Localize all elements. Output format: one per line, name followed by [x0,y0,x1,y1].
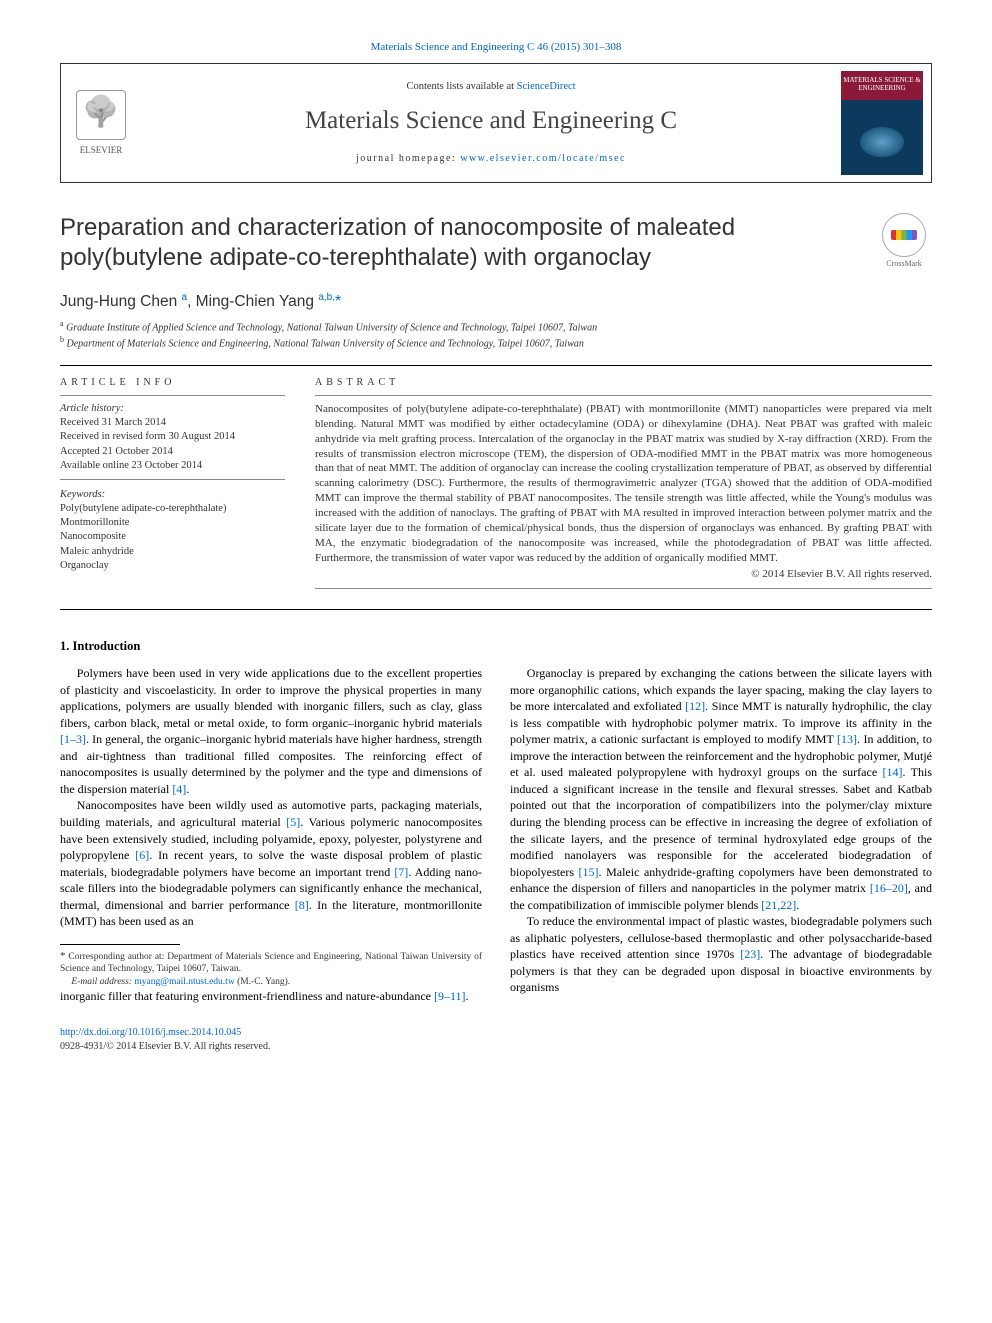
body-text: . This induced a significant increase in… [510,765,932,878]
body-text: . [186,782,189,796]
history-lines: Received 31 March 2014Received in revise… [60,416,285,473]
article-info-heading: ARTICLE INFO [60,376,285,390]
affiliations: a Graduate Institute of Applied Science … [60,319,932,351]
abstract-text: Nanocomposites of poly(butylene adipate-… [315,402,932,565]
body-p5: To reduce the environmental impact of pl… [510,913,932,996]
journal-cover-thumb: MATERIALS SCIENCE & ENGINEERING [841,71,923,175]
crossmark-badge[interactable]: CrossMark [876,213,932,270]
ref-16-20[interactable]: [16–20] [870,881,908,895]
email-footnote: E-mail address: myang@mail.ntust.edu.tw … [60,976,482,988]
keywords-block: Keywords: Poly(butylene adipate-co-terep… [60,488,285,573]
article-title: Preparation and characterization of nano… [60,213,856,273]
article-info-column: ARTICLE INFO Article history: Received 3… [60,376,285,596]
abstract-copyright: © 2014 Elsevier B.V. All rights reserved… [315,567,932,582]
email-label: E-mail address: [71,977,134,987]
rule-bottom [60,609,932,610]
ref-4[interactable]: [4] [172,782,186,796]
rule-top [60,365,932,366]
ref-7[interactable]: [7] [394,865,408,879]
page-footer: http://dx.doi.org/10.1016/j.msec.2014.10… [60,1026,932,1053]
authors-line: Jung-Hung Chen a, Ming-Chien Yang a,b,* [60,291,932,313]
cover-text: MATERIALS SCIENCE & ENGINEERING [841,77,923,92]
contents-prefix: Contents lists available at [406,81,516,92]
header-center: Contents lists available at ScienceDirec… [141,72,841,173]
body-text: . [796,898,799,912]
ref-9-11[interactable]: [9–11] [434,989,466,1003]
cover-shape-icon [860,127,904,157]
section-1-title: 1. Introduction [60,638,932,655]
contents-line: Contents lists available at ScienceDirec… [151,80,831,94]
ref-6[interactable]: [6] [135,848,149,862]
star-icon: * [60,950,66,962]
body-text: . [466,989,469,1003]
journal-header-box: ELSEVIER Contents lists available at Sci… [60,63,932,183]
body-p4: Organoclay is prepared by exchanging the… [510,665,932,913]
body-text: . In general, the organic–inorganic hybr… [60,732,482,796]
journal-title: Materials Science and Engineering C [151,104,831,138]
footnote-block: * Corresponding author at: Department of… [60,944,482,988]
body-text: Polymers have been used in very wide app… [60,666,482,730]
body-p2: Nanocomposites have been wildly used as … [60,797,482,929]
email-suffix: (M.-C. Yang). [235,977,290,987]
doi-link[interactable]: http://dx.doi.org/10.1016/j.msec.2014.10… [60,1027,241,1038]
homepage-prefix: journal homepage: [356,153,460,164]
body-two-column: Polymers have been used in very wide app… [60,665,932,1004]
elsevier-logo: ELSEVIER [61,80,141,166]
keywords-lines: Poly(butylene adipate-co-terephthalate)M… [60,502,285,573]
homepage-link[interactable]: www.elsevier.com/locate/msec [460,153,626,164]
ref-21-22[interactable]: [21,22] [761,898,796,912]
abstract-column: ABSTRACT Nanocomposites of poly(butylene… [315,376,932,596]
history-label: Article history: [60,402,285,416]
elsevier-label: ELSEVIER [71,144,131,156]
abstract-heading: ABSTRACT [315,376,932,390]
corresponding-footnote: * Corresponding author at: Department of… [60,949,482,976]
email-link[interactable]: myang@mail.ntust.edu.tw [134,977,234,987]
ref-13[interactable]: [13] [837,732,857,746]
keywords-label: Keywords: [60,488,285,502]
ref-15[interactable]: [15] [579,865,599,879]
ref-1-3[interactable]: [1–3] [60,732,86,746]
crossmark-icon [882,213,926,257]
footnote-separator [60,944,180,945]
ref-5[interactable]: [5] [286,815,300,829]
issn-copyright: 0928-4931/© 2014 Elsevier B.V. All right… [60,1041,270,1052]
ref-8[interactable]: [8] [295,898,309,912]
body-p1: Polymers have been used in very wide app… [60,665,482,797]
homepage-line: journal homepage: www.elsevier.com/locat… [151,152,831,166]
elsevier-tree-icon [76,90,126,140]
ref-14[interactable]: [14] [883,765,903,779]
top-citation: Materials Science and Engineering C 46 (… [60,40,932,55]
footnote-corr-text: Corresponding author at: Department of M… [60,952,482,974]
body-p3: inorganic filler that featuring environm… [60,988,482,1005]
sciencedirect-link[interactable]: ScienceDirect [517,81,576,92]
crossmark-label: CrossMark [876,259,932,270]
ref-23[interactable]: [23] [740,947,760,961]
ref-12[interactable]: [12] [685,699,705,713]
body-text: inorganic filler that featuring environm… [60,989,434,1003]
